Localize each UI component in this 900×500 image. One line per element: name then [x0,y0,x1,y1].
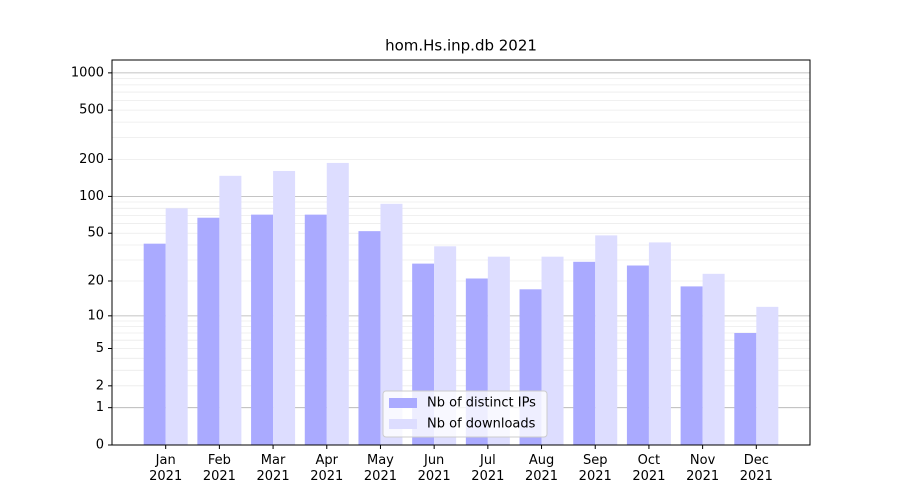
bar [143,243,166,445]
bar [219,175,242,445]
plot-frame [111,59,811,446]
x-tick-label: Nov 2021 [686,453,720,484]
bar [326,162,349,445]
legend-swatch [389,398,417,408]
x-tick-label: May 2021 [363,453,397,484]
y-tick-label: 200 [79,152,104,167]
bar [273,170,296,445]
chart-title: hom.Hs.inp.db 2021 [385,37,537,55]
legend-label: Nb of distinct IPs [427,396,536,411]
x-tick-label: Dec 2021 [739,453,773,484]
y-tick-label: 10 [87,308,104,323]
x-tick-label: Jan 2021 [149,453,183,484]
y-tick-label: 1 [96,400,104,415]
x-tick-label: Jul 2021 [471,453,505,484]
x-tick-label: Jun 2021 [417,453,451,484]
bar [165,208,188,445]
bar [648,242,671,445]
bar [595,235,618,445]
x-tick-label: Sep 2021 [578,453,612,484]
bar [680,286,703,445]
y-tick-label: 500 [79,103,104,118]
x-tick-label: Oct 2021 [632,453,666,484]
y-tick-label: 50 [87,226,104,241]
bar [573,261,596,445]
legend-box [382,390,548,438]
y-tick-label: 2 [96,378,104,393]
bar [702,273,725,445]
y-tick-label: 1000 [71,65,104,80]
y-tick-label: 100 [79,189,104,204]
bar [358,231,381,445]
legend-swatch [389,419,417,429]
bar [734,332,757,445]
x-tick-label: Aug 2021 [524,453,559,484]
x-tick-label: Feb 2021 [202,453,236,484]
bar [380,203,403,445]
y-tick-label: 20 [87,274,104,289]
bar [197,217,220,445]
legend-label: Nb of downloads [427,417,536,432]
y-tick-label: 0 [96,438,104,453]
bar [304,214,327,445]
bar [756,306,779,445]
bar [251,214,274,445]
x-tick-label: Apr 2021 [310,453,344,484]
bar [626,265,649,445]
y-tick-label: 5 [96,341,104,356]
x-tick-label: Mar 2021 [256,453,290,484]
legend: Nb of distinct IPs Nb of downloads [382,390,548,438]
